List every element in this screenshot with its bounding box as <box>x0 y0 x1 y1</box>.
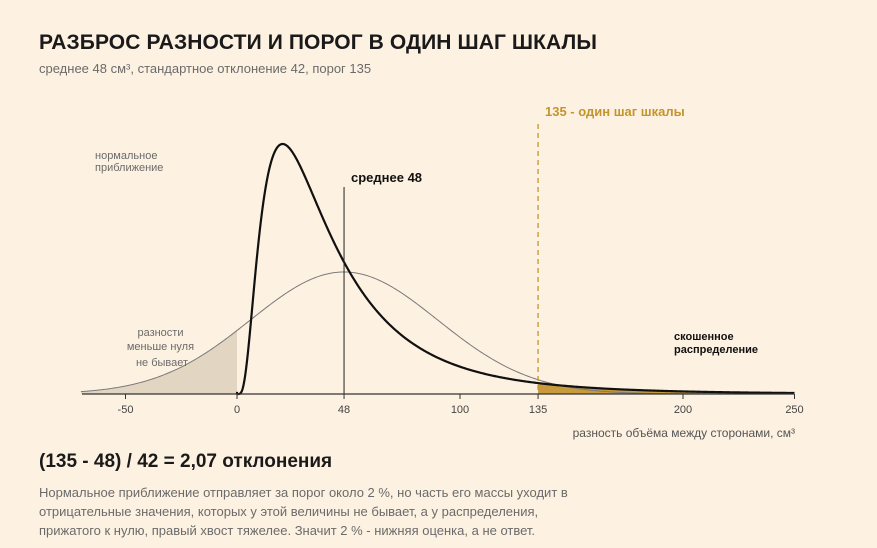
threshold-label: 135 - один шаг шкалы <box>545 104 685 119</box>
skewed-distribution-curve <box>237 142 795 396</box>
negative-label-line-1: разности <box>137 327 183 339</box>
mean-label: среднее 48 <box>351 170 422 185</box>
explanation-note: Нормальное приближение отправляет за пор… <box>39 485 568 538</box>
x-tick-label: 48 <box>338 404 350 416</box>
x-tick-label: -50 <box>118 404 134 416</box>
chart-title: РАЗБРОС РАЗНОСТИ И ПОРОГ В ОДИН ШАГ ШКАЛ… <box>39 31 598 54</box>
x-tick-label: 100 <box>451 404 469 416</box>
negative-region-fill <box>80 330 238 394</box>
normal-label-line-2: приближение <box>95 162 163 174</box>
x-tick-label: 250 <box>785 404 803 416</box>
negative-region-label: разности меньше нуля не бывает <box>127 327 197 369</box>
x-axis-ticks: -50 0 48 100 135 200 250 <box>118 394 804 416</box>
z-score-formula: (135 - 48) / 42 = 2,07 отклонения <box>39 451 333 472</box>
skewed-label-line-1: скошенное <box>674 331 734 343</box>
x-tick-label: 0 <box>234 404 240 416</box>
normal-label-line-1: нормальное <box>95 150 157 162</box>
negative-label-line-2: меньше нуля <box>127 341 194 353</box>
negative-label-line-3: не бывает <box>136 357 188 369</box>
chart-subtitle: среднее 48 см³, стандартное отклонение 4… <box>39 61 372 76</box>
x-tick-label: 200 <box>674 404 692 416</box>
skewed-distribution-label: скошенное распределение <box>674 331 758 356</box>
normal-approximation-label: нормальное приближение <box>95 150 163 174</box>
x-axis-title: разность объёма между сторонами, см³ <box>573 426 795 440</box>
skewed-label-line-2: распределение <box>674 344 758 356</box>
x-tick-label: 135 <box>529 404 547 416</box>
